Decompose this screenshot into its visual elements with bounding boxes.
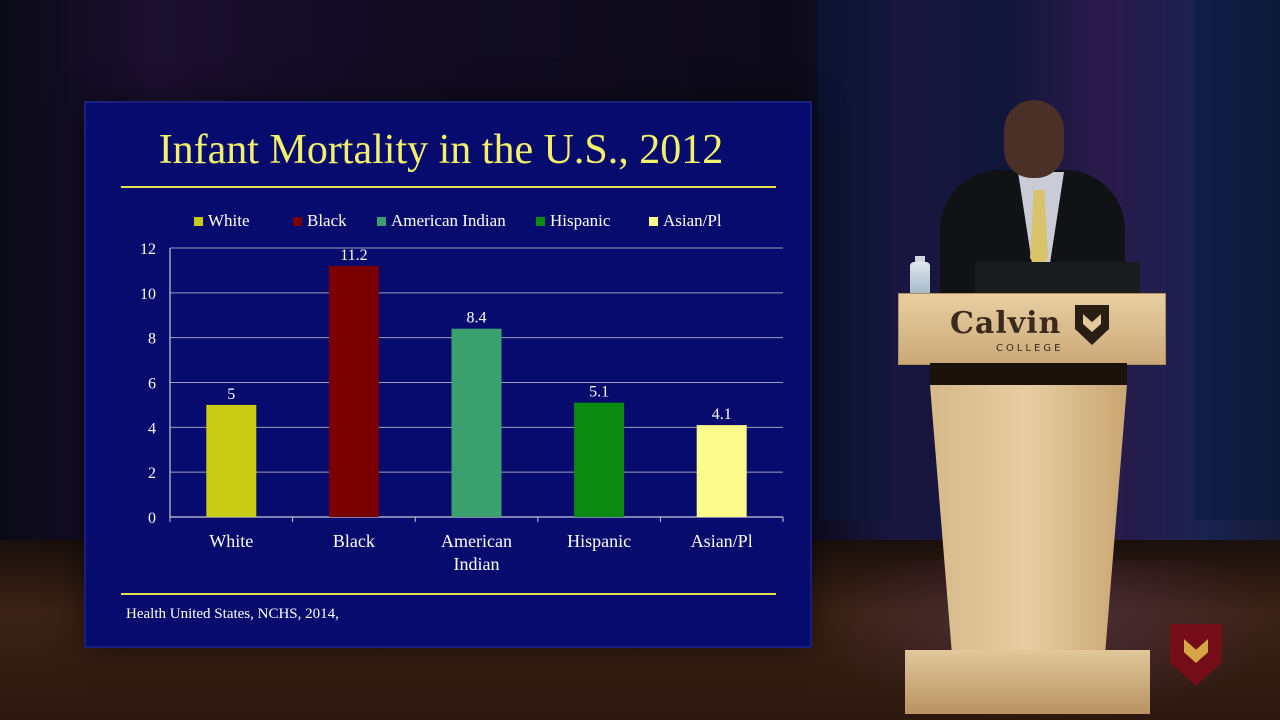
category-label: American [441, 531, 512, 551]
y-tick-label: 6 [148, 376, 156, 393]
y-tick-label: 2 [148, 465, 156, 482]
category-label: Black [333, 531, 375, 551]
wall-panel [818, 0, 890, 520]
data-label: 4.1 [712, 406, 732, 423]
data-label: 5.1 [589, 384, 609, 401]
category-label: Indian [454, 554, 500, 574]
bar-chart: White Black American Indian Hispanic Asian/P… [140, 211, 784, 574]
bar [206, 404, 257, 517]
bar [574, 402, 625, 517]
y-tick-label: 4 [148, 420, 156, 437]
data-label: 8.4 [467, 310, 487, 327]
legend-label: American Indian [391, 211, 506, 230]
podium-logo-text: Calvin [950, 306, 1062, 341]
bar [696, 425, 747, 517]
wall-panel [1195, 0, 1280, 520]
podium-base [905, 650, 1150, 714]
slide-title: Infant Mortality in the U.S., 2012 [158, 127, 724, 173]
category-label: Hispanic [567, 531, 631, 551]
legend-label: White [208, 211, 250, 230]
legend-swatch [649, 217, 658, 226]
podium-body [930, 385, 1127, 675]
category-label: Asian/Pl [691, 531, 753, 551]
legend-swatch [194, 217, 203, 226]
data-label: 11.2 [340, 247, 367, 264]
y-tick-label: 12 [140, 241, 156, 258]
bar [451, 328, 502, 517]
legend-swatch [377, 217, 386, 226]
y-tick-label: 0 [148, 510, 156, 527]
y-tick-label: 10 [140, 286, 156, 303]
category-label: White [209, 531, 253, 551]
presentation-slide: Infant Mortality in the U.S., 2012 White… [86, 103, 810, 646]
footer-rule [121, 593, 776, 595]
legend-swatch [536, 217, 545, 226]
legend-swatch [293, 217, 302, 226]
bottle-cap [915, 256, 925, 264]
speaker-tie [1030, 190, 1048, 270]
title-rule [121, 186, 776, 188]
legend-label: Asian/Pl [663, 211, 722, 230]
water-bottle [910, 262, 930, 298]
bar [328, 265, 379, 517]
podium-logo-subtext: COLLEGE [996, 343, 1064, 354]
podium-band [930, 363, 1127, 385]
y-tick-label: 8 [148, 331, 156, 348]
source-note: Health United States, NCHS, 2014, [126, 606, 339, 622]
legend-label: Hispanic [550, 211, 611, 230]
laptop [975, 262, 1140, 296]
speaker-head [1004, 100, 1064, 178]
legend-label: Black [307, 211, 347, 230]
data-label: 5 [227, 386, 235, 403]
